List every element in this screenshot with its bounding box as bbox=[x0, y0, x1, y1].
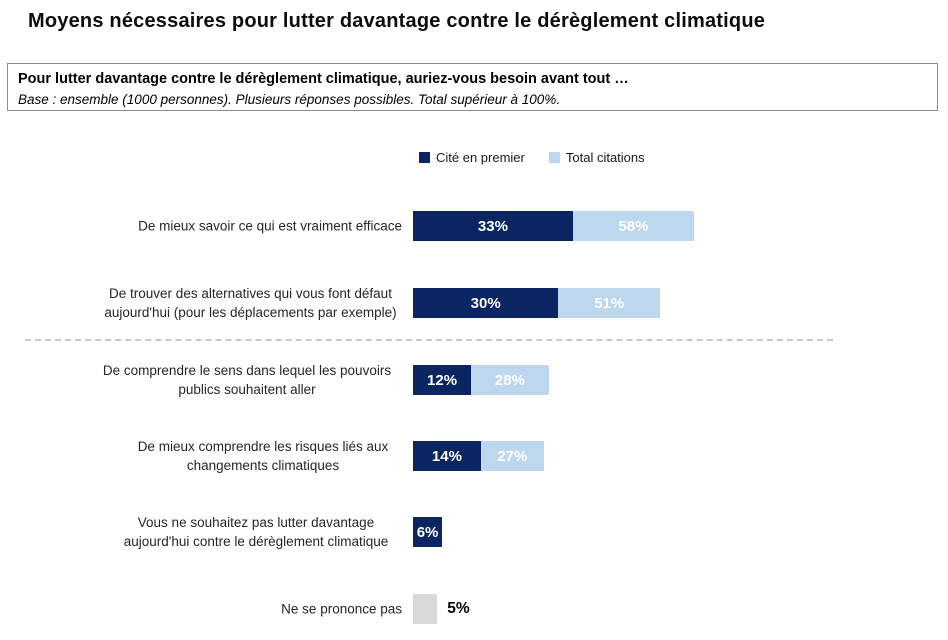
bar-row: Vous ne souhaitez pas lutter davantage a… bbox=[0, 515, 948, 549]
legend-label: Cité en premier bbox=[436, 150, 525, 165]
bar-group: 30% 51% bbox=[413, 288, 661, 318]
bar-first-segment: 14% bbox=[413, 441, 481, 471]
category-label: De trouver des alternatives qui vous fon… bbox=[104, 286, 397, 320]
bar-total-segment: 58% bbox=[572, 211, 694, 241]
bar-group: 14% 27% bbox=[413, 441, 544, 471]
bar-total-segment: 28% bbox=[471, 365, 549, 395]
bar-first-segment: 30% bbox=[413, 288, 559, 318]
category-label: Ne se prononce pas bbox=[281, 601, 402, 617]
bar-group bbox=[413, 594, 438, 624]
legend-swatch-icon bbox=[419, 152, 430, 163]
bar-total-segment: 27% bbox=[480, 441, 544, 471]
bar-first-segment: 12% bbox=[413, 365, 472, 395]
question-text: Pour lutter davantage contre le dérèglem… bbox=[18, 71, 629, 87]
legend: Cité en premier Total citations bbox=[419, 150, 645, 165]
category-label: Vous ne souhaitez pas lutter davantage a… bbox=[123, 515, 389, 549]
category-label: De mieux savoir ce qui est vraiment effi… bbox=[138, 218, 402, 234]
bar-row: De mieux comprendre les risques liés aux… bbox=[0, 439, 948, 473]
bar-group: 33% 58% bbox=[413, 211, 694, 241]
bar-row: De comprendre le sens dans lequel les po… bbox=[0, 363, 948, 397]
legend-item-total-citations: Total citations bbox=[548, 150, 645, 165]
question-base-note: Base : ensemble (1000 personnes). Plusie… bbox=[18, 92, 561, 107]
bar-total-segment: 51% bbox=[558, 288, 661, 318]
question-box: Pour lutter davantage contre le dérèglem… bbox=[7, 63, 938, 111]
dashed-separator-line bbox=[25, 339, 833, 341]
bar-first-segment: 33% bbox=[413, 211, 573, 241]
bar-row: De trouver des alternatives qui vous fon… bbox=[0, 286, 948, 320]
bar-value-outside: 5% bbox=[447, 600, 470, 617]
legend-item-cite-en-premier: Cité en premier bbox=[419, 150, 525, 165]
bar-group: 12% 28% bbox=[413, 365, 549, 395]
bar-nsp-segment bbox=[413, 594, 438, 624]
legend-label: Total citations bbox=[565, 150, 645, 165]
legend-swatch-icon bbox=[548, 152, 560, 163]
bar-group: 6% bbox=[413, 517, 443, 547]
bar-row: De mieux savoir ce qui est vraiment effi… bbox=[0, 211, 948, 241]
page-title: Moyens nécessaires pour lutter davantage… bbox=[28, 10, 766, 32]
category-label: De mieux comprendre les risques liés aux… bbox=[137, 439, 389, 473]
category-label: De comprendre le sens dans lequel les po… bbox=[102, 363, 392, 397]
bar-first-segment: 6% bbox=[413, 517, 443, 547]
bar-row: Ne se prononce pas 5% bbox=[0, 594, 948, 624]
